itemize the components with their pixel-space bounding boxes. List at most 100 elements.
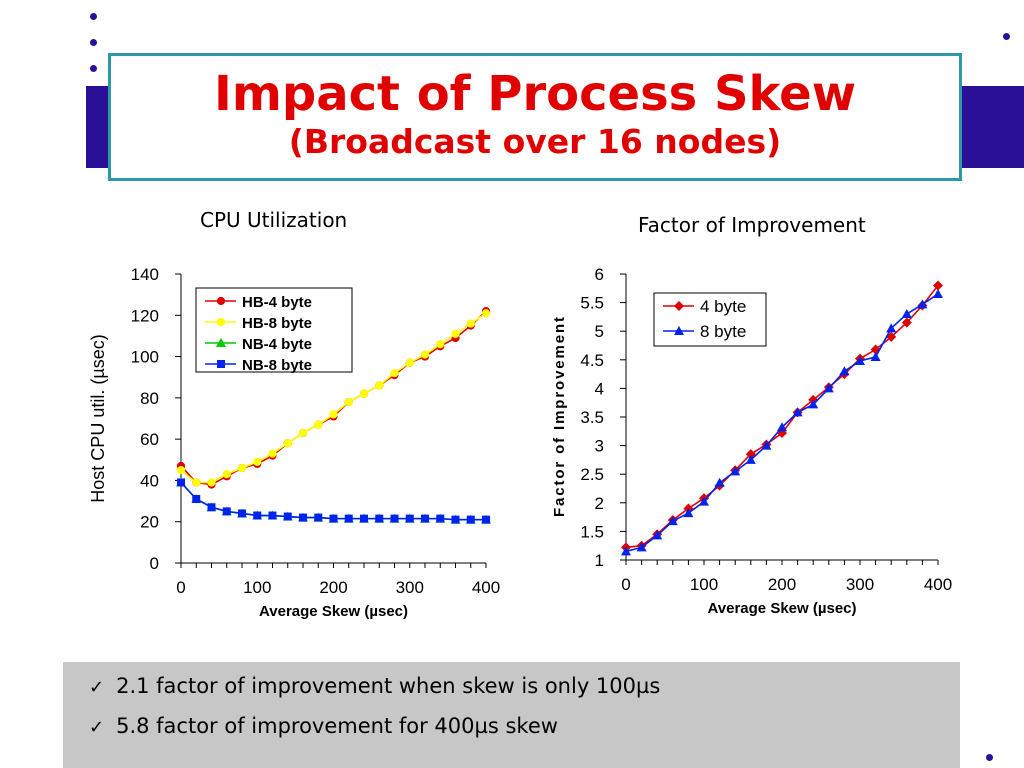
y-tick-label: 80 bbox=[140, 389, 159, 408]
x-tick-label: 200 bbox=[319, 578, 347, 597]
y-tick-label: 5 bbox=[595, 322, 604, 341]
note-item: ✓ 2.1 factor of improvement when skew is … bbox=[89, 674, 660, 698]
data-point bbox=[436, 340, 445, 349]
legend-marker bbox=[216, 338, 226, 347]
x-tick-label: 400 bbox=[472, 578, 500, 597]
y-tick-label: 4.5 bbox=[580, 351, 604, 370]
chart-title-cpu: CPU Utilization bbox=[200, 208, 348, 232]
data-point bbox=[268, 449, 277, 458]
legend-marker bbox=[217, 360, 225, 368]
data-point bbox=[699, 496, 709, 506]
y-tick-label: 140 bbox=[131, 265, 159, 284]
data-point bbox=[237, 463, 247, 473]
data-point bbox=[730, 466, 741, 476]
check-icon: ✓ bbox=[89, 717, 105, 738]
y-tick-label: 1 bbox=[595, 551, 604, 570]
y-tick-label: 2 bbox=[595, 494, 604, 513]
x-tick-label: 400 bbox=[924, 575, 952, 594]
y-axis-label: Host CPU util. (µsec) bbox=[88, 334, 108, 502]
data-point bbox=[808, 399, 819, 409]
data-point bbox=[192, 478, 201, 487]
data-point bbox=[436, 514, 445, 523]
decor-dot bbox=[1003, 33, 1010, 40]
data-point bbox=[253, 511, 262, 520]
legend-label: HB-8 byte bbox=[242, 315, 312, 332]
data-point bbox=[390, 514, 399, 523]
data-point bbox=[839, 366, 850, 376]
data-point bbox=[177, 478, 185, 487]
legend-label: 4 byte bbox=[700, 297, 746, 316]
x-tick-label: 300 bbox=[846, 575, 874, 594]
decor-band-right bbox=[962, 86, 1024, 168]
data-point bbox=[855, 355, 865, 365]
data-point bbox=[761, 440, 772, 450]
data-point bbox=[823, 383, 834, 393]
data-point bbox=[917, 299, 928, 309]
data-point bbox=[683, 508, 694, 518]
data-point bbox=[207, 478, 216, 487]
data-point bbox=[283, 439, 292, 448]
decor-dot bbox=[90, 13, 97, 20]
data-point bbox=[621, 546, 631, 556]
y-tick-label: 100 bbox=[131, 348, 159, 367]
data-point bbox=[344, 514, 353, 523]
y-tick-label: 60 bbox=[140, 430, 159, 449]
data-point bbox=[933, 289, 943, 299]
x-tick-label: 0 bbox=[621, 575, 630, 594]
data-point bbox=[777, 422, 787, 432]
data-point bbox=[253, 457, 262, 466]
data-point bbox=[714, 477, 725, 487]
check-icon: ✓ bbox=[89, 677, 105, 698]
data-point bbox=[421, 514, 429, 523]
data-point bbox=[329, 410, 338, 419]
x-tick-label: 200 bbox=[768, 575, 796, 594]
y-tick-label: 20 bbox=[140, 513, 159, 532]
data-point bbox=[901, 317, 912, 328]
data-point bbox=[466, 515, 475, 524]
decor-dot bbox=[90, 39, 97, 46]
y-tick-label: 0 bbox=[150, 554, 159, 573]
data-point bbox=[901, 309, 912, 319]
data-point bbox=[886, 331, 897, 342]
data-point bbox=[390, 368, 399, 378]
data-point bbox=[238, 509, 246, 518]
data-point bbox=[222, 507, 231, 516]
legend-box bbox=[653, 292, 767, 347]
data-point bbox=[299, 513, 307, 522]
y-tick-label: 4 bbox=[595, 379, 604, 398]
data-point bbox=[481, 309, 491, 318]
data-point bbox=[420, 350, 430, 359]
data-point bbox=[268, 511, 277, 520]
data-point bbox=[360, 514, 368, 523]
decor-band-left bbox=[86, 86, 110, 168]
y-tick-label: 120 bbox=[131, 306, 159, 325]
data-point bbox=[192, 495, 201, 504]
data-point bbox=[466, 319, 475, 328]
data-point bbox=[207, 503, 216, 512]
y-tick-label: 2.5 bbox=[580, 465, 604, 484]
title-box: Impact of Process Skew (Broadcast over 1… bbox=[108, 53, 962, 181]
slide-subtitle: (Broadcast over 16 nodes) bbox=[288, 122, 782, 161]
x-tick-label: 300 bbox=[396, 578, 424, 597]
y-tick-label: 5.5 bbox=[580, 294, 604, 313]
data-point bbox=[222, 470, 231, 479]
legend-label: 8 byte bbox=[700, 322, 746, 341]
y-tick-label: 3 bbox=[595, 437, 604, 456]
data-point bbox=[482, 515, 490, 524]
legend-label: HB-4 byte bbox=[242, 294, 312, 311]
data-point bbox=[314, 513, 323, 522]
data-point bbox=[375, 514, 384, 523]
data-point bbox=[745, 454, 756, 464]
chart-factor-of-improvement: 1 1.5 2 2.5 3 3.5 4 4.5 5 5.5 6 0 100 200 300 400 Averag… bbox=[551, 265, 952, 617]
data-point bbox=[451, 329, 460, 338]
data-point bbox=[375, 381, 384, 390]
data-point bbox=[886, 323, 897, 333]
x-axis-label: Average Skew (µsec) bbox=[259, 603, 408, 620]
data-point bbox=[652, 530, 663, 540]
data-point bbox=[777, 428, 787, 439]
data-point bbox=[405, 514, 414, 523]
legend-label: NB-8 byte bbox=[242, 357, 312, 374]
decor-dot bbox=[986, 754, 993, 761]
y-tick-label: 6 bbox=[595, 265, 604, 284]
legend-marker bbox=[216, 296, 226, 306]
